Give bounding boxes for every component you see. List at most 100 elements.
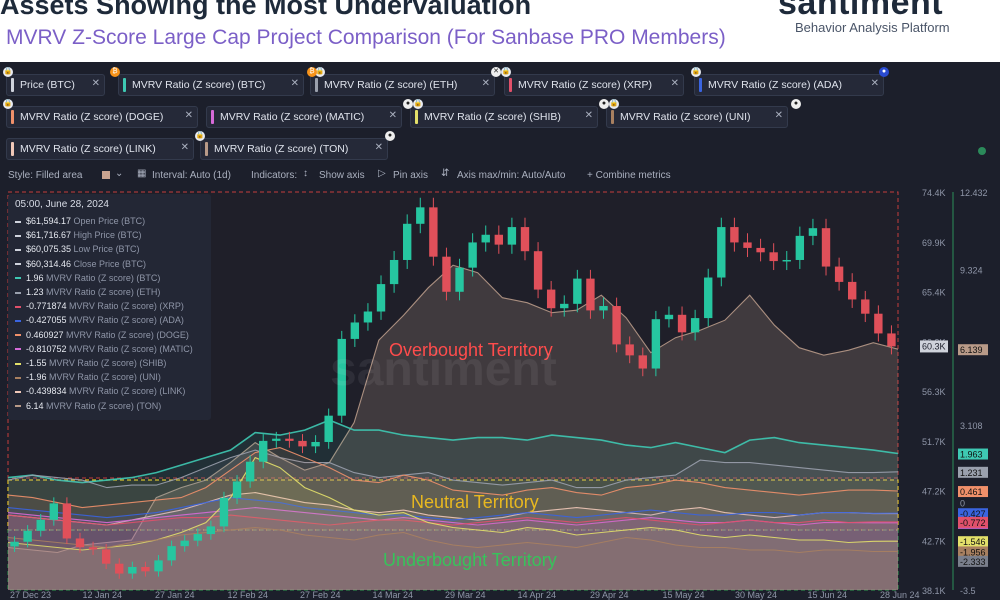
metric-pill-price-btc[interactable]: 🔒 ₿ Price (BTC) ✕ xyxy=(3,67,120,96)
price-candle xyxy=(782,259,791,262)
combine-metrics-button[interactable]: + Combine metrics xyxy=(587,170,671,181)
tooltip-value: -0.771874 xyxy=(26,301,67,312)
z-axis-tick: 12.432 xyxy=(960,188,988,198)
chart-app: 🔒 ₿ Price (BTC) ✕ MVRV Ratio (Z score) (… xyxy=(0,62,1000,600)
shib-coin-icon: ● xyxy=(403,99,413,109)
close-icon[interactable]: ✕ xyxy=(180,142,189,153)
series-value-label: 0.461 xyxy=(960,487,983,497)
close-icon[interactable]: ✕ xyxy=(870,78,879,89)
mvrv-line-doge xyxy=(7,447,899,509)
tooltip-value: 6.14 xyxy=(26,400,44,411)
z-axis-tick: 3.108 xyxy=(960,421,983,431)
close-icon[interactable]: ✕ xyxy=(774,110,783,121)
metric-pill-mvrv-ton[interactable]: 🔒 ● MVRV Ratio (Z score) (TON) ✕ xyxy=(195,131,395,160)
series-value-box xyxy=(958,536,988,548)
series-marker xyxy=(15,277,21,280)
series-value-label: -0.772 xyxy=(960,518,986,528)
metric-pill-mvrv-ada[interactable]: 🔒 ● MVRV Ratio (Z score) (ADA) ✕ xyxy=(691,67,889,96)
axis-range-icon[interactable]: ⇵ xyxy=(441,168,450,179)
price-candle xyxy=(245,461,255,482)
tooltip-label: MVRV Ratio (Z score) (DOGE) xyxy=(63,329,189,340)
show-axis-toggle[interactable]: Show axis xyxy=(319,170,365,181)
metric-label: MVRV Ratio (Z score) (SHIB) xyxy=(424,111,561,123)
axis-maxmin-selector[interactable]: Axis max/min: Auto/Auto xyxy=(457,170,566,181)
close-icon[interactable]: ✕ xyxy=(184,110,193,121)
tooltip-label: Close Price (BTC) xyxy=(71,258,147,269)
price-candle xyxy=(206,526,216,535)
color-swatch-icon[interactable] xyxy=(102,171,110,179)
tooltip-value: 0.460927 xyxy=(26,329,64,340)
series-marker xyxy=(15,220,21,223)
price-candle xyxy=(219,497,229,527)
metric-pill-mvrv-uni[interactable]: 🔒 ● ● MVRV Ratio (Z score) (UNI) ✕ xyxy=(599,99,801,128)
series-marker xyxy=(15,334,21,337)
lock-icon: 🔒 xyxy=(691,67,701,77)
x-tick-label: 28 Jun 24 xyxy=(880,590,920,600)
metric-pill-mvrv-eth[interactable]: 🔒 ₿ MVRV Ratio (Z score) (ETH) ✕ xyxy=(307,67,495,96)
close-icon[interactable]: ✕ xyxy=(584,110,593,121)
price-candle xyxy=(546,289,556,309)
close-icon[interactable]: ✕ xyxy=(91,78,100,89)
tooltip-row: -0.427055 MVRV Ratio (Z score) (ADA) xyxy=(15,315,184,325)
price-candle xyxy=(324,415,333,442)
candle-icon[interactable]: ▦ xyxy=(137,168,147,179)
price-candle xyxy=(887,333,896,347)
series-marker xyxy=(15,362,21,365)
close-icon[interactable]: ✕ xyxy=(290,78,299,89)
price-candle xyxy=(704,277,713,319)
lock-icon: 🔒 xyxy=(315,67,325,77)
price-candle xyxy=(311,441,320,447)
metric-label: MVRV Ratio (Z score) (DOGE) xyxy=(20,111,164,123)
tooltip-row: -1.96 MVRV Ratio (Z score) (UNI) xyxy=(15,372,161,382)
price-candle xyxy=(756,247,765,253)
metric-color-bar xyxy=(211,110,214,124)
metric-label: MVRV Ratio (Z score) (TON) xyxy=(214,143,349,155)
price-candle xyxy=(481,234,490,243)
settings-dot-icon[interactable] xyxy=(978,147,986,155)
series-value-label: -2.333 xyxy=(960,557,986,567)
close-icon[interactable]: ✕ xyxy=(388,110,397,121)
metric-pill-mvrv-doge[interactable]: 🔒 MVRV Ratio (Z score) (DOGE) ✕ xyxy=(3,99,198,128)
price-candle xyxy=(180,540,189,547)
metric-pill-mvrv-matic[interactable]: MVRV Ratio (Z score) (MATIC) ✕ xyxy=(206,106,402,128)
indicators-selector[interactable]: Indicators: xyxy=(251,170,298,181)
price-candle xyxy=(795,235,805,260)
pin-icon[interactable]: ▷ xyxy=(378,168,386,179)
axis-icon[interactable]: ↕ xyxy=(303,168,308,179)
close-icon[interactable]: ✕ xyxy=(670,78,679,89)
lock-icon: 🔒 xyxy=(3,99,13,109)
close-icon[interactable]: ✕ xyxy=(481,78,490,89)
price-candle xyxy=(442,256,451,292)
metric-label: MVRV Ratio (Z score) (XRP) xyxy=(518,79,652,91)
chart-toolbar: Style: Filled area ⌄ ▦ Interval: Auto (1… xyxy=(0,166,1000,186)
close-icon[interactable]: ✕ xyxy=(374,142,383,153)
tooltip-row: 6.14 MVRV Ratio (Z score) (TON) xyxy=(15,401,161,411)
eth-coin-icon: ₿ xyxy=(307,67,317,77)
price-candle xyxy=(232,481,242,498)
metric-pill-mvrv-xrp[interactable]: 🔒 ✕ MVRV Ratio (Z score) (XRP) ✕ xyxy=(491,67,684,96)
interval-selector[interactable]: Interval: Auto (1d) xyxy=(152,170,231,181)
tooltip-label: MVRV Ratio (Z score) (BTC) xyxy=(43,272,161,283)
lock-icon: 🔒 xyxy=(609,99,619,109)
price-candle xyxy=(612,306,621,345)
price-candle xyxy=(808,228,818,236)
metric-pill-mvrv-btc[interactable]: MVRV Ratio (Z score) (BTC) ✕ xyxy=(118,74,304,96)
series-value-label: 1.963 xyxy=(960,450,983,460)
style-selector[interactable]: Style: Filled area xyxy=(8,170,83,181)
tooltip-value: 1.96 xyxy=(26,272,44,283)
neutral-zone-label: Neutral Territory xyxy=(411,492,539,512)
price-candle xyxy=(141,566,150,572)
mvrv-area-uni xyxy=(8,527,898,590)
price-candle xyxy=(115,563,124,574)
mvrv-area-matic xyxy=(8,507,898,590)
price-axis-tick: 56.3K xyxy=(922,387,946,397)
metric-pill-mvrv-shib[interactable]: 🔒 ● MVRV Ratio (Z score) (SHIB) ✕ xyxy=(403,99,598,128)
metric-pill-mvrv-link[interactable]: MVRV Ratio (Z score) (LINK) ✕ xyxy=(6,138,194,160)
pin-axis-toggle[interactable]: Pin axis xyxy=(393,170,429,181)
chart-canvas[interactable]: 27 Dec 23 12 Jan 24 27 Jan 24 12 Feb 24 27 F… xyxy=(0,62,1000,600)
z-axis-tick: 9.324 xyxy=(960,266,983,276)
metric-color-bar xyxy=(611,110,614,124)
page-title: Assets Showing the Most Undervaluation xyxy=(0,0,532,20)
price-axis-tick: 47.2K xyxy=(922,487,946,497)
chevron-down-icon[interactable]: ⌄ xyxy=(115,168,124,179)
